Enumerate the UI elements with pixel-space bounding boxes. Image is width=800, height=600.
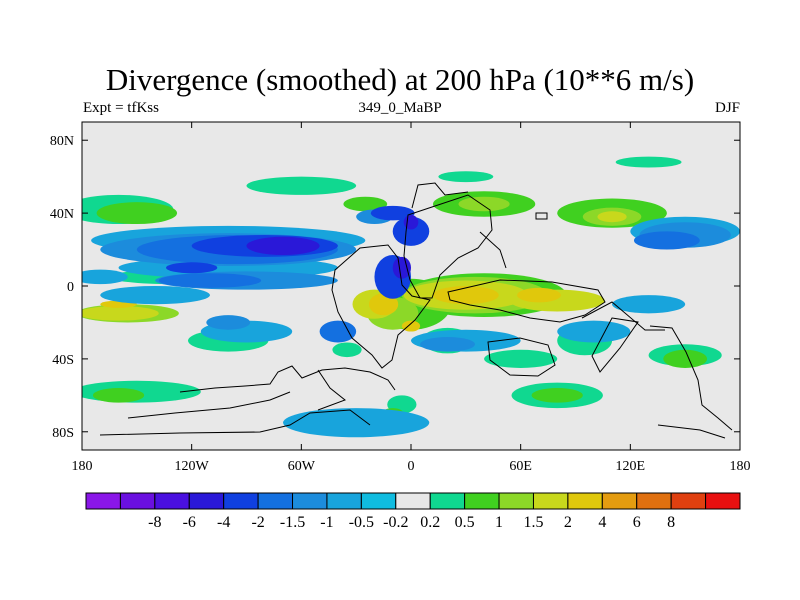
- lat-tick-label: 40N: [50, 207, 74, 222]
- field-patch: [82, 269, 128, 285]
- lon-tick-label: 180: [72, 459, 93, 474]
- colorbar-label: 4: [598, 514, 606, 531]
- field-patch: [615, 156, 682, 168]
- field-patch: [166, 262, 218, 274]
- center-label: 349_0_MaBP: [358, 100, 442, 116]
- left-label: Expt = tfKss: [83, 100, 159, 116]
- colorbar-label: -1: [320, 514, 333, 531]
- colorbar: -8 -6 -4 -2 -1.5 -1 -0.5 -0.2 0.2 0.5 1 1.5 2 4 6 8: [85, 492, 741, 531]
- field-patch: [206, 315, 251, 330]
- field-patch: [597, 211, 627, 223]
- coastline: [99, 182, 733, 439]
- field-patch: [612, 295, 686, 314]
- field-patch: [557, 320, 631, 343]
- colorbar-label: -8: [148, 514, 161, 531]
- colorbar-swatch: [601, 492, 638, 510]
- colorbar-swatch: [119, 492, 156, 510]
- field-patch: [368, 293, 399, 316]
- colorbar-label: 2: [564, 514, 572, 531]
- lat-tick-label: 80N: [50, 134, 74, 149]
- field-patch: [100, 286, 210, 305]
- colorbar-swatch: [257, 492, 294, 510]
- lon-tick-label: 60E: [509, 459, 532, 474]
- colorbar-label: 6: [633, 514, 641, 531]
- field-patch: [438, 171, 494, 183]
- field-patch: [531, 388, 583, 403]
- colorbar-swatch: [464, 492, 500, 510]
- figure-title: Divergence (smoothed) at 200 hPa (10**6 …: [105, 62, 695, 97]
- colorbar-swatch: [360, 492, 397, 510]
- colorbar-label: -0.5: [349, 514, 374, 531]
- colorbar-swatch: [188, 492, 225, 510]
- colorbar-swatch: [85, 492, 121, 510]
- lat-tick-label: 0: [67, 280, 74, 295]
- colorbar-label: -1.5: [280, 514, 305, 531]
- field-patch: [319, 320, 357, 343]
- divergence-field: [82, 156, 740, 438]
- field-patch: [392, 256, 411, 279]
- field-patch: [420, 337, 475, 352]
- colorbar-swatch: [395, 492, 431, 510]
- field-patch: [517, 287, 561, 303]
- field-patch: [401, 320, 421, 332]
- colorbar-swatch: [292, 492, 328, 510]
- colorbar-swatch: [429, 492, 466, 510]
- field-patch: [458, 196, 510, 212]
- lat-tick-label: 80S: [52, 426, 74, 441]
- field-patch: [370, 205, 415, 221]
- lon-tick-label: 0: [408, 459, 415, 474]
- colorbar-swatch: [636, 492, 672, 510]
- lon-tick-label: 120E: [616, 459, 646, 474]
- colorbar-swatch: [498, 492, 534, 510]
- field-patch: [246, 176, 357, 195]
- colorbar-label: -0.2: [383, 514, 408, 531]
- field-patch: [82, 306, 159, 321]
- colorbar-label: 1: [495, 514, 503, 531]
- field-patch: [246, 236, 320, 256]
- colorbar-swatch: [326, 492, 362, 510]
- colorbar-swatch: [670, 492, 707, 510]
- colorbar-swatch: [154, 492, 190, 510]
- field-patch: [343, 196, 388, 212]
- lon-tick-label: 60W: [288, 459, 316, 474]
- colorbar-label: -6: [183, 514, 196, 531]
- lon-tick-label: 120W: [175, 459, 210, 474]
- colorbar-label: 0.2: [420, 514, 440, 531]
- colorbar-swatch: [705, 492, 741, 510]
- colorbar-swatch: [532, 492, 569, 510]
- field-patch: [332, 342, 362, 358]
- colorbar-swatch: [223, 492, 259, 510]
- colorbar-label: -2: [251, 514, 264, 531]
- field-patch: [403, 214, 419, 230]
- right-label: DJF: [714, 100, 740, 116]
- field-patch: [432, 286, 499, 305]
- field-patch: [663, 349, 708, 368]
- field-patch: [633, 231, 700, 250]
- colorbar-label: 0.5: [455, 514, 475, 531]
- field-patch: [158, 273, 262, 288]
- colorbar-label: 1.5: [523, 514, 543, 531]
- lon-tick-label: 180: [730, 459, 751, 474]
- map-plot-area: [81, 121, 741, 451]
- colorbar-label: 8: [667, 514, 675, 531]
- colorbar-label: -4: [217, 514, 230, 531]
- field-patch: [96, 202, 178, 225]
- axis-ticks: 180 120W 60W 0 60E 120E 180 80N 40N 0 40S 80S: [50, 122, 751, 474]
- field-patch: [283, 408, 430, 438]
- field-patch: [92, 388, 145, 403]
- colorbar-swatch: [567, 492, 603, 510]
- field-patch: [392, 216, 430, 246]
- field-patch: [484, 349, 558, 368]
- lat-tick-label: 40S: [52, 353, 74, 368]
